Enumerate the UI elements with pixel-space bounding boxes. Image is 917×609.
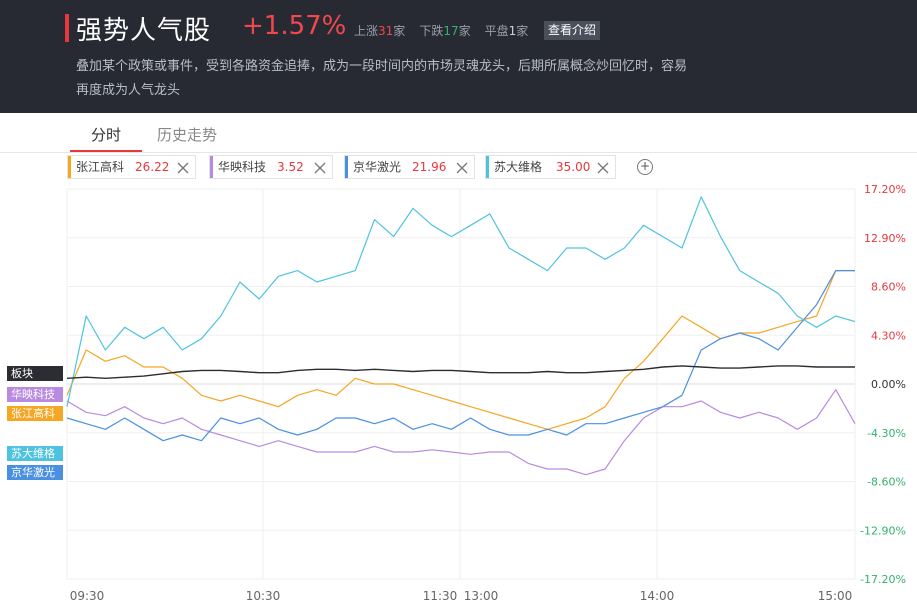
view-intro-button[interactable]: 查看介绍 bbox=[544, 21, 601, 40]
series-line-2 bbox=[66, 269, 855, 430]
side-label: 板块 bbox=[7, 366, 63, 381]
series-line-3 bbox=[66, 196, 856, 407]
chip-color-bar bbox=[486, 156, 489, 178]
side-label: 华映科技 bbox=[7, 387, 63, 402]
tab-intraday[interactable]: 分时 bbox=[91, 126, 122, 144]
x-tick-label: 15:00 bbox=[818, 589, 853, 603]
flat-label: 平盘 bbox=[484, 24, 509, 38]
y-tick-label: -8.60% bbox=[867, 476, 906, 489]
close-icon[interactable] bbox=[455, 160, 469, 174]
close-icon[interactable] bbox=[596, 160, 610, 174]
stock-chip-suda[interactable]: 苏大维格 35.00 bbox=[485, 155, 616, 179]
series-line-4 bbox=[66, 269, 855, 442]
stock-price: 3.52 bbox=[277, 160, 304, 174]
stock-name: 京华激光 bbox=[353, 160, 402, 174]
x-tick-label: 09:30 bbox=[70, 589, 105, 603]
x-tick-label: 14:00 bbox=[640, 589, 675, 603]
stock-price: 21.96 bbox=[412, 160, 447, 174]
chip-color-bar bbox=[345, 156, 348, 178]
y-tick-label: -4.30% bbox=[867, 427, 906, 440]
flat-count: 1 bbox=[508, 24, 517, 38]
title-accent-bar bbox=[65, 14, 69, 42]
side-label: 苏大维格 bbox=[7, 446, 63, 461]
active-tab-underline bbox=[70, 150, 142, 152]
up-count: 31 bbox=[378, 24, 394, 38]
close-icon[interactable] bbox=[313, 160, 327, 174]
breadth-stats: 上涨31家 下跌17家 平盘1家 bbox=[354, 22, 528, 39]
y-tick-label: 12.90% bbox=[864, 232, 906, 245]
stock-chip-huaying[interactable]: 华映科技 3.52 bbox=[209, 155, 333, 179]
down-count: 17 bbox=[443, 24, 459, 38]
up-label: 上涨 bbox=[354, 24, 379, 38]
x-tick-label: 11:30 bbox=[423, 589, 458, 603]
stock-chip-jinghua[interactable]: 京华激光 21.96 bbox=[344, 155, 475, 179]
x-tick-label: 10:30 bbox=[246, 589, 281, 603]
chip-color-bar bbox=[210, 156, 213, 178]
stock-chip-zhangjiang[interactable]: 张江高科 26.22 bbox=[67, 155, 196, 179]
y-tick-label: 4.30% bbox=[871, 329, 906, 342]
concept-description: 叠加某个政策或事件，受到各路资金追捧，成为一段时间内的市场灵魂龙头，后期所属概念… bbox=[76, 59, 688, 98]
intraday-chart: 17.20% 12.90% 8.60% 4.30% 0.00% -4.30% -8.60% -… bbox=[66, 183, 906, 603]
side-label: 张江高科 bbox=[7, 406, 63, 421]
stock-name: 张江高科 bbox=[76, 160, 125, 174]
stock-name: 华映科技 bbox=[218, 160, 267, 174]
tab-history[interactable]: 历史走势 bbox=[157, 126, 218, 144]
concept-change-pct: +1.57% bbox=[242, 11, 347, 41]
flat-unit: 家 bbox=[516, 24, 529, 38]
y-tick-label: 8.60% bbox=[871, 281, 906, 294]
stock-price: 35.00 bbox=[556, 160, 591, 174]
series-line-1 bbox=[66, 389, 856, 476]
up-unit: 家 bbox=[393, 24, 406, 38]
add-stock-plus-icon[interactable]: + bbox=[637, 159, 653, 175]
y-tick-label: 17.20% bbox=[864, 183, 906, 196]
y-tick-label: -17.20% bbox=[860, 573, 906, 586]
tabs-divider bbox=[0, 152, 917, 153]
stock-price: 26.22 bbox=[135, 160, 170, 174]
series-line-0 bbox=[66, 365, 855, 380]
y-tick-label: -12.90% bbox=[860, 524, 906, 537]
chip-color-bar bbox=[68, 156, 71, 178]
close-icon[interactable] bbox=[176, 160, 190, 174]
stock-name: 苏大维格 bbox=[494, 160, 543, 174]
down-unit: 家 bbox=[458, 24, 471, 38]
concept-header: 强势人气股 +1.57% 上涨31家 下跌17家 平盘1家 查看介绍 叠加某个政策或… bbox=[0, 0, 917, 113]
side-label: 京华激光 bbox=[7, 465, 63, 480]
y-tick-label: 0.00% bbox=[871, 378, 906, 391]
concept-title: 强势人气股 bbox=[76, 16, 212, 46]
down-label: 下跌 bbox=[419, 24, 444, 38]
x-tick-label: 13:00 bbox=[464, 589, 499, 603]
